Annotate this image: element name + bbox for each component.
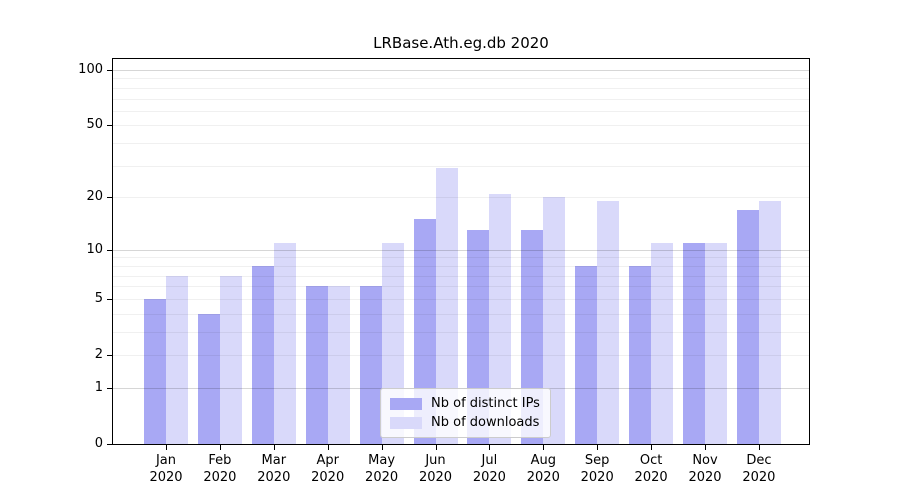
bar-oct-nb-of-downloads: [651, 242, 674, 444]
minor-gridline-7: [113, 275, 809, 277]
minor-gridline-20: [113, 197, 809, 199]
x-tick-mark-mar: [273, 445, 275, 450]
bar-apr-nb-of-distinct-ips: [305, 286, 328, 444]
x-tick-label-may: May 2020: [365, 453, 399, 485]
x-tick-mark-feb: [219, 445, 221, 450]
legend: Nb of distinct IPs Nb of downloads: [380, 388, 551, 438]
bar-dec-nb-of-distinct-ips: [736, 209, 759, 444]
minor-gridline-6: [113, 286, 809, 288]
y-tick-mark-1: [107, 387, 112, 389]
x-tick-mark-jun: [435, 445, 437, 450]
x-tick-mark-jul: [489, 445, 491, 450]
minor-gridline-4: [113, 313, 809, 315]
legend-swatch-downloads: [390, 416, 422, 429]
y-tick-label-100: 100: [78, 62, 103, 77]
minor-gridline-40: [113, 143, 809, 145]
legend-swatch-distinct-ips: [390, 397, 422, 410]
x-tick-label-oct: Oct 2020: [634, 453, 668, 485]
x-tick-label-jan: Jan 2020: [149, 453, 183, 485]
bar-jun-nb-of-downloads: [435, 168, 458, 444]
x-tick-label-apr: Apr 2020: [311, 453, 345, 485]
y-tick-mark-50: [107, 125, 112, 127]
x-tick-mark-apr: [327, 445, 329, 450]
x-tick-mark-jan: [166, 445, 167, 450]
y-tick-mark-20: [107, 197, 112, 199]
legend-item-downloads: Nb of downloads: [390, 413, 540, 432]
x-tick-mark-may: [381, 445, 383, 450]
minor-gridline-30: [113, 165, 809, 167]
x-tick-label-mar: Mar 2020: [257, 453, 291, 485]
chart-title: LRBase.Ath.eg.db 2020: [373, 34, 549, 52]
minor-gridline-90: [113, 78, 809, 80]
bar-apr-nb-of-downloads: [327, 286, 350, 444]
x-tick-mark-aug: [543, 445, 545, 450]
x-tick-label-aug: Aug 2020: [526, 453, 560, 485]
legend-label-distinct-ips: Nb of distinct IPs: [431, 396, 540, 411]
y-tick-mark-10: [107, 249, 112, 251]
y-tick-label-2: 2: [94, 347, 103, 362]
y-tick-label-10: 10: [86, 241, 103, 257]
legend-item-distinct-ips: Nb of distinct IPs: [390, 394, 540, 413]
bar-mar-nb-of-downloads: [273, 242, 296, 444]
minor-gridline-80: [113, 87, 809, 89]
legend-label-downloads: Nb of downloads: [431, 415, 540, 430]
bar-jun-nb-of-distinct-ips: [413, 219, 436, 444]
bar-jan-nb-of-distinct-ips: [144, 298, 166, 444]
bar-feb-nb-of-downloads: [219, 275, 242, 444]
x-tick-label-jul: Jul 2020: [472, 453, 506, 485]
bar-feb-nb-of-distinct-ips: [197, 313, 220, 444]
bar-may-nb-of-distinct-ips: [359, 286, 382, 444]
bar-jan-nb-of-downloads: [166, 275, 188, 444]
minor-gridline-2: [113, 355, 809, 356]
minor-gridline-60: [113, 110, 809, 112]
y-tick-label-0: 0: [94, 436, 103, 451]
bar-nov-nb-of-downloads: [705, 242, 727, 444]
minor-gridline-8: [113, 265, 809, 267]
bar-mar-nb-of-distinct-ips: [251, 265, 274, 444]
bar-nov-nb-of-distinct-ips: [683, 242, 705, 444]
bar-aug-nb-of-downloads: [543, 197, 566, 444]
x-tick-mark-oct: [651, 445, 653, 450]
minor-gridline-3: [113, 331, 809, 333]
bar-sep-nb-of-downloads: [597, 201, 620, 444]
plot-area: [112, 58, 810, 445]
y-tick-label-1: 1: [94, 379, 103, 395]
major-gridline-100: [113, 70, 809, 71]
y-tick-label-50: 50: [86, 117, 103, 133]
y-tick-label-20: 20: [86, 189, 103, 205]
minor-gridline-9: [113, 257, 809, 259]
bar-jul-nb-of-downloads: [489, 193, 512, 444]
y-tick-mark-0: [107, 444, 112, 445]
x-tick-label-dec: Dec 2020: [742, 453, 776, 485]
y-tick-label-5: 5: [94, 290, 103, 306]
x-tick-label-nov: Nov 2020: [688, 453, 722, 485]
bar-dec-nb-of-downloads: [758, 201, 781, 444]
x-tick-mark-nov: [705, 445, 706, 450]
y-tick-mark-100: [107, 70, 112, 71]
minor-gridline-70: [113, 98, 809, 100]
x-tick-label-jun: Jun 2020: [418, 453, 453, 485]
bar-sep-nb-of-distinct-ips: [575, 265, 598, 444]
minor-gridline-5: [113, 298, 809, 300]
x-tick-label-sep: Sep 2020: [580, 453, 614, 485]
minor-gridline-50: [113, 125, 809, 127]
x-tick-label-feb: Feb 2020: [203, 453, 237, 485]
y-tick-mark-5: [107, 298, 112, 300]
major-gridline-10: [113, 249, 809, 251]
x-tick-mark-sep: [597, 445, 599, 450]
x-tick-mark-dec: [758, 445, 760, 450]
y-tick-mark-2: [107, 355, 112, 356]
bar-oct-nb-of-distinct-ips: [629, 265, 652, 444]
